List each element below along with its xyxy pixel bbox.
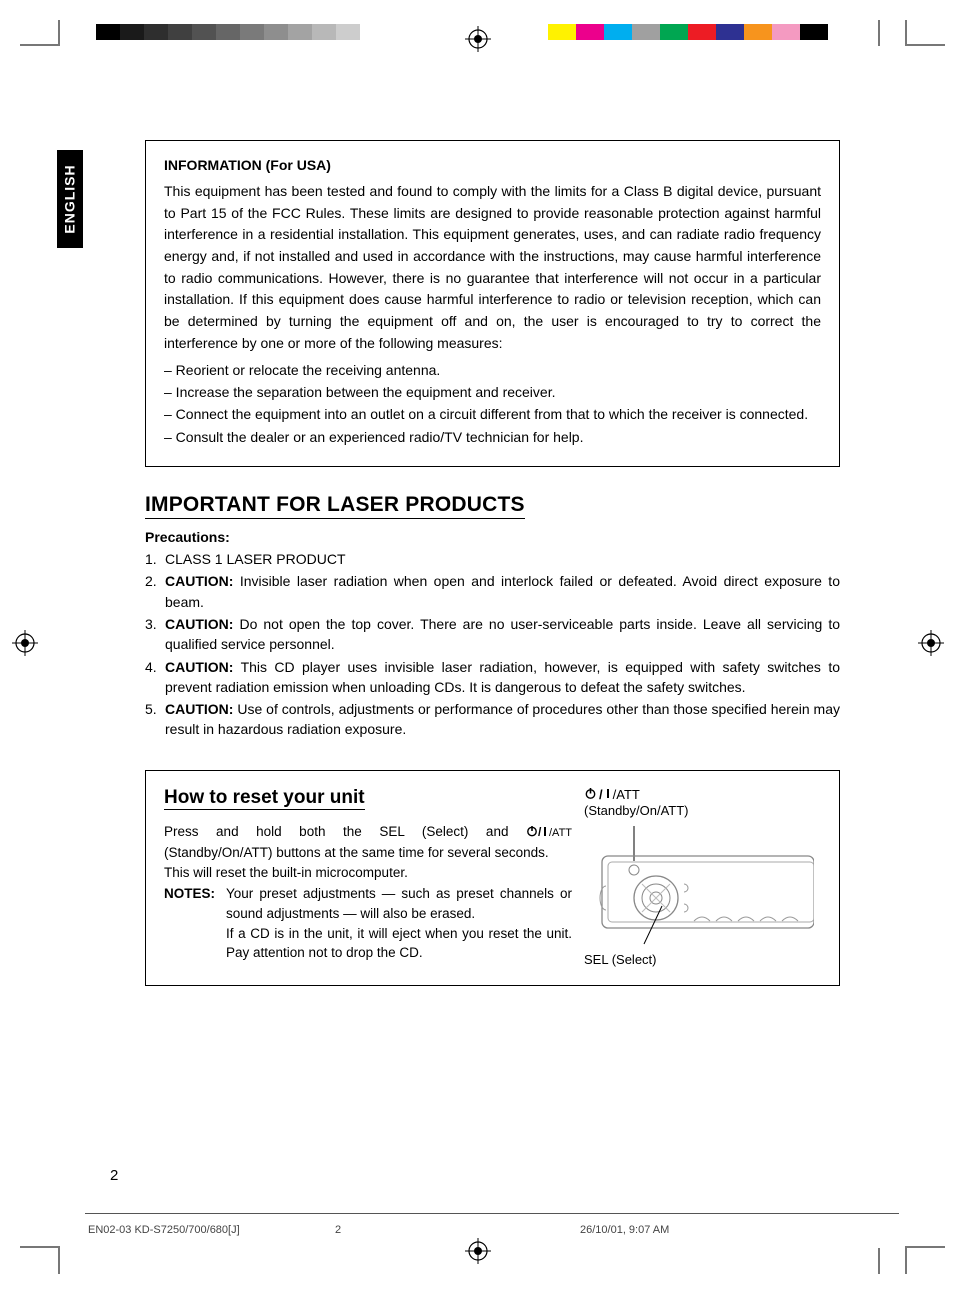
notes-text: Your preset adjustments — such as preset… <box>226 884 572 962</box>
crop-mark <box>905 1246 945 1248</box>
reset-notes: NOTES: Your preset adjustments — such as… <box>164 884 572 962</box>
registration-target-icon <box>12 630 38 656</box>
power-icon <box>584 787 597 803</box>
crop-mark <box>20 1246 60 1248</box>
reset-body-post: (Standby/On/ATT) buttons at the same tim… <box>164 845 549 860</box>
crop-mark <box>905 20 907 46</box>
reset-right-col: //ATT (Standby/On/ATT) <box>584 787 829 967</box>
gray-swatch <box>336 24 360 40</box>
color-swatch <box>604 24 632 40</box>
on-bar-icon <box>605 787 611 803</box>
reset-box: How to reset your unit Press and hold bo… <box>145 770 840 986</box>
gray-swatch <box>264 24 288 40</box>
crop-mark <box>905 44 945 46</box>
crop-mark <box>58 20 60 46</box>
precaution-item: 3.CAUTION: Do not open the top cover. Th… <box>145 614 840 655</box>
svg-text:/: / <box>538 825 542 838</box>
att-sublabel: (Standby/On/ATT) <box>584 803 829 818</box>
note-line: If a CD is in the unit, it will eject wh… <box>226 924 572 963</box>
power-att-icon: / /ATT <box>526 824 572 844</box>
footer-rule <box>85 1213 899 1214</box>
footer-page: 2 <box>335 1224 341 1236</box>
color-swatch <box>716 24 744 40</box>
gray-swatch <box>288 24 312 40</box>
notes-label: NOTES: <box>164 884 226 962</box>
crop-mark <box>20 44 60 46</box>
registration-top <box>0 20 954 50</box>
color-swatch <box>576 24 604 40</box>
precaution-item: 2.CAUTION: Invisible laser radiation whe… <box>145 571 840 612</box>
info-measure-item: – Consult the dealer or an experienced r… <box>164 426 821 448</box>
reset-body: Press and hold both the SEL (Select) and… <box>164 822 572 863</box>
color-swatch <box>744 24 772 40</box>
gray-swatch <box>168 24 192 40</box>
color-swatch <box>632 24 660 40</box>
crop-mark <box>58 1248 60 1274</box>
registration-target-icon <box>465 26 491 52</box>
color-swatch <box>548 24 576 40</box>
crop-mark <box>905 1248 907 1274</box>
gray-swatch <box>240 24 264 40</box>
info-title: INFORMATION (For USA) <box>164 157 821 173</box>
page-body: ENGLISH INFORMATION (For USA) This equip… <box>85 140 855 986</box>
precaution-item: 1.CLASS 1 LASER PRODUCT <box>145 549 840 569</box>
gray-swatch <box>216 24 240 40</box>
gray-swatch <box>144 24 168 40</box>
precautions-list: 1.CLASS 1 LASER PRODUCT2.CAUTION: Invisi… <box>145 549 840 740</box>
language-tab: ENGLISH <box>57 150 83 248</box>
laser-section-title: IMPORTANT FOR LASER PRODUCTS <box>145 493 525 519</box>
gray-swatch <box>192 24 216 40</box>
color-swatch <box>772 24 800 40</box>
page-number: 2 <box>110 1167 118 1184</box>
reset-title: How to reset your unit <box>164 787 365 810</box>
att-label: //ATT <box>584 787 829 803</box>
precaution-item: 4.CAUTION: This CD player uses invisible… <box>145 657 840 698</box>
color-swatch <box>688 24 716 40</box>
precautions-block: Precautions: 1.CLASS 1 LASER PRODUCT2.CA… <box>145 529 840 740</box>
gray-swatch <box>312 24 336 40</box>
svg-text:/ATT: /ATT <box>549 827 572 838</box>
info-measure-item: – Connect the equipment into an outlet o… <box>164 403 821 425</box>
info-measures-list: – Reorient or relocate the receiving ant… <box>164 359 821 449</box>
reset-line2: This will reset the built-in microcomput… <box>164 863 572 883</box>
registration-target-icon <box>465 1238 491 1264</box>
page: ENGLISH INFORMATION (For USA) This equip… <box>0 0 954 1294</box>
reset-left-col: How to reset your unit Press and hold bo… <box>164 787 584 967</box>
device-diagram <box>584 826 804 946</box>
footer-datetime: 26/10/01, 9:07 AM <box>580 1224 669 1236</box>
info-body: This equipment has been tested and found… <box>164 181 821 355</box>
gray-swatch <box>96 24 120 40</box>
crop-mark <box>878 20 880 46</box>
note-line: Your preset adjustments — such as preset… <box>226 884 572 923</box>
precautions-subhead: Precautions: <box>145 529 840 545</box>
precaution-item: 5.CAUTION: Use of controls, adjustments … <box>145 699 840 740</box>
gray-swatch <box>120 24 144 40</box>
registration-bottom <box>0 1236 954 1276</box>
language-tab-text: ENGLISH <box>62 164 78 233</box>
fcc-info-box: INFORMATION (For USA) This equipment has… <box>145 140 840 467</box>
color-swatch <box>660 24 688 40</box>
info-measure-item: – Reorient or relocate the receiving ant… <box>164 359 821 381</box>
crop-mark <box>878 1248 880 1274</box>
registration-target-icon <box>918 630 944 656</box>
att-text: /ATT <box>613 787 640 802</box>
info-measure-item: – Increase the separation between the eq… <box>164 381 821 403</box>
color-swatch <box>800 24 828 40</box>
footer-doc-id: EN02-03 KD-S7250/700/680[J] <box>88 1224 240 1236</box>
reset-body-pre: Press and hold both the SEL (Select) and <box>164 824 526 839</box>
